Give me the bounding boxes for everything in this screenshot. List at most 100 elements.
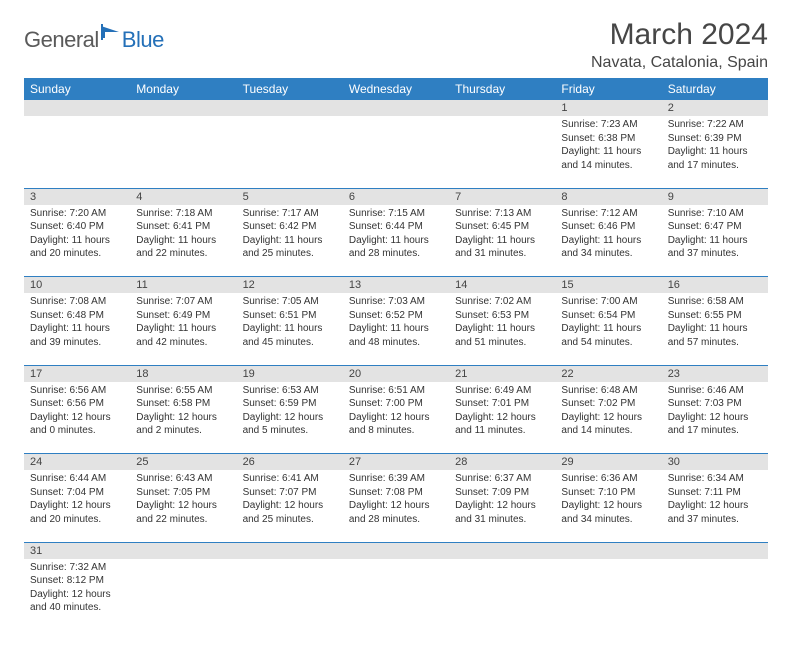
day-number-cell [130, 100, 236, 116]
day-number-cell: 25 [130, 454, 236, 471]
day-cell: Sunrise: 7:18 AMSunset: 6:41 PMDaylight:… [130, 205, 236, 277]
day-cell: Sunrise: 7:32 AMSunset: 8:12 PMDaylight:… [24, 559, 130, 631]
day-number-cell: 6 [343, 188, 449, 205]
day-cell: Sunrise: 6:44 AMSunset: 7:04 PMDaylight:… [24, 470, 130, 542]
day-number-cell: 7 [449, 188, 555, 205]
day-cell [449, 116, 555, 188]
day-number-cell [449, 100, 555, 116]
day-cell: Sunrise: 7:08 AMSunset: 6:48 PMDaylight:… [24, 293, 130, 365]
day-cell: Sunrise: 7:00 AMSunset: 6:54 PMDaylight:… [555, 293, 661, 365]
day-cell: Sunrise: 6:49 AMSunset: 7:01 PMDaylight:… [449, 382, 555, 454]
day-cell: Sunrise: 7:05 AMSunset: 6:51 PMDaylight:… [237, 293, 343, 365]
day-cell: Sunrise: 6:39 AMSunset: 7:08 PMDaylight:… [343, 470, 449, 542]
day-number-cell: 24 [24, 454, 130, 471]
day-number-cell: 12 [237, 277, 343, 294]
day-number-cell [343, 542, 449, 559]
day-cell [237, 559, 343, 631]
week-row: Sunrise: 6:56 AMSunset: 6:56 PMDaylight:… [24, 382, 768, 454]
day-details: Sunrise: 7:20 AMSunset: 6:40 PMDaylight:… [24, 205, 130, 265]
day-number-cell: 13 [343, 277, 449, 294]
day-number-cell: 10 [24, 277, 130, 294]
day-details: Sunrise: 7:18 AMSunset: 6:41 PMDaylight:… [130, 205, 236, 265]
day-details: Sunrise: 6:53 AMSunset: 6:59 PMDaylight:… [237, 382, 343, 442]
day-cell [343, 559, 449, 631]
logo-flag-icon [101, 24, 123, 45]
day-number-row: 12 [24, 100, 768, 116]
day-details: Sunrise: 6:34 AMSunset: 7:11 PMDaylight:… [662, 470, 768, 530]
day-cell: Sunrise: 7:07 AMSunset: 6:49 PMDaylight:… [130, 293, 236, 365]
day-number-cell: 11 [130, 277, 236, 294]
logo-text-general: General [24, 27, 99, 53]
weekday-header: Monday [130, 78, 236, 100]
day-cell: Sunrise: 7:02 AMSunset: 6:53 PMDaylight:… [449, 293, 555, 365]
weekday-header-row: Sunday Monday Tuesday Wednesday Thursday… [24, 78, 768, 100]
day-cell: Sunrise: 7:03 AMSunset: 6:52 PMDaylight:… [343, 293, 449, 365]
weekday-header: Wednesday [343, 78, 449, 100]
day-details: Sunrise: 7:05 AMSunset: 6:51 PMDaylight:… [237, 293, 343, 353]
day-number-cell: 15 [555, 277, 661, 294]
day-number-cell: 23 [662, 365, 768, 382]
day-cell: Sunrise: 7:17 AMSunset: 6:42 PMDaylight:… [237, 205, 343, 277]
day-details: Sunrise: 6:48 AMSunset: 7:02 PMDaylight:… [555, 382, 661, 442]
day-number-cell: 8 [555, 188, 661, 205]
week-row: Sunrise: 7:08 AMSunset: 6:48 PMDaylight:… [24, 293, 768, 365]
day-details: Sunrise: 7:32 AMSunset: 8:12 PMDaylight:… [24, 559, 130, 619]
day-number-cell: 1 [555, 100, 661, 116]
day-cell: Sunrise: 6:58 AMSunset: 6:55 PMDaylight:… [662, 293, 768, 365]
day-details: Sunrise: 7:02 AMSunset: 6:53 PMDaylight:… [449, 293, 555, 353]
day-cell [662, 559, 768, 631]
day-number-cell: 20 [343, 365, 449, 382]
day-number-cell [237, 542, 343, 559]
day-cell: Sunrise: 6:53 AMSunset: 6:59 PMDaylight:… [237, 382, 343, 454]
day-details: Sunrise: 7:08 AMSunset: 6:48 PMDaylight:… [24, 293, 130, 353]
day-number-cell: 29 [555, 454, 661, 471]
weekday-header: Thursday [449, 78, 555, 100]
week-row: Sunrise: 7:32 AMSunset: 8:12 PMDaylight:… [24, 559, 768, 631]
day-number-cell: 19 [237, 365, 343, 382]
day-number-cell: 3 [24, 188, 130, 205]
day-number-cell [662, 542, 768, 559]
day-details: Sunrise: 7:12 AMSunset: 6:46 PMDaylight:… [555, 205, 661, 265]
day-number-cell: 9 [662, 188, 768, 205]
day-cell: Sunrise: 6:43 AMSunset: 7:05 PMDaylight:… [130, 470, 236, 542]
day-details: Sunrise: 7:13 AMSunset: 6:45 PMDaylight:… [449, 205, 555, 265]
day-details: Sunrise: 6:39 AMSunset: 7:08 PMDaylight:… [343, 470, 449, 530]
day-number-cell [555, 542, 661, 559]
day-number-cell: 31 [24, 542, 130, 559]
day-cell: Sunrise: 6:34 AMSunset: 7:11 PMDaylight:… [662, 470, 768, 542]
day-details: Sunrise: 7:17 AMSunset: 6:42 PMDaylight:… [237, 205, 343, 265]
day-cell: Sunrise: 6:55 AMSunset: 6:58 PMDaylight:… [130, 382, 236, 454]
day-number-cell: 17 [24, 365, 130, 382]
day-cell: Sunrise: 6:46 AMSunset: 7:03 PMDaylight:… [662, 382, 768, 454]
day-number-cell [237, 100, 343, 116]
day-number-row: 24252627282930 [24, 454, 768, 471]
location: Navata, Catalonia, Spain [591, 54, 768, 72]
day-cell [237, 116, 343, 188]
day-number-row: 10111213141516 [24, 277, 768, 294]
day-number-cell: 5 [237, 188, 343, 205]
day-details: Sunrise: 6:51 AMSunset: 7:00 PMDaylight:… [343, 382, 449, 442]
day-details: Sunrise: 7:00 AMSunset: 6:54 PMDaylight:… [555, 293, 661, 353]
day-cell [24, 116, 130, 188]
day-details: Sunrise: 6:36 AMSunset: 7:10 PMDaylight:… [555, 470, 661, 530]
day-details: Sunrise: 6:37 AMSunset: 7:09 PMDaylight:… [449, 470, 555, 530]
weekday-header: Saturday [662, 78, 768, 100]
day-number-row: 17181920212223 [24, 365, 768, 382]
day-cell [130, 116, 236, 188]
weekday-header: Sunday [24, 78, 130, 100]
day-details: Sunrise: 7:07 AMSunset: 6:49 PMDaylight:… [130, 293, 236, 353]
day-number-cell [343, 100, 449, 116]
day-details: Sunrise: 6:44 AMSunset: 7:04 PMDaylight:… [24, 470, 130, 530]
day-number-cell [449, 542, 555, 559]
day-cell: Sunrise: 7:13 AMSunset: 6:45 PMDaylight:… [449, 205, 555, 277]
day-number-cell: 2 [662, 100, 768, 116]
week-row: Sunrise: 7:20 AMSunset: 6:40 PMDaylight:… [24, 205, 768, 277]
day-details: Sunrise: 6:41 AMSunset: 7:07 PMDaylight:… [237, 470, 343, 530]
day-cell: Sunrise: 6:51 AMSunset: 7:00 PMDaylight:… [343, 382, 449, 454]
day-number-cell: 30 [662, 454, 768, 471]
day-cell: Sunrise: 6:56 AMSunset: 6:56 PMDaylight:… [24, 382, 130, 454]
day-cell: Sunrise: 6:37 AMSunset: 7:09 PMDaylight:… [449, 470, 555, 542]
day-number-cell: 14 [449, 277, 555, 294]
day-number-cell: 28 [449, 454, 555, 471]
calendar-page: General Blue March 2024 Navata, Cataloni… [0, 0, 792, 649]
